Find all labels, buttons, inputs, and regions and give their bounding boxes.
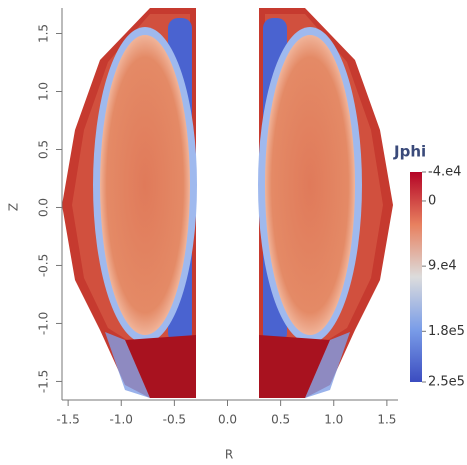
y-tick-label: 1.5 xyxy=(37,24,51,43)
y-tick-label: -1.0 xyxy=(37,312,51,335)
x-tick-label: -1.0 xyxy=(110,413,133,427)
field-map xyxy=(62,8,393,398)
colorbar-tick-label: 0 xyxy=(428,193,436,208)
x-tick-label: -1.5 xyxy=(56,413,79,427)
x-tick-label: -0.5 xyxy=(163,413,186,427)
y-axis-label: Z xyxy=(7,203,21,211)
colorbar-tick-label: -4.e4 xyxy=(428,165,461,180)
x-axis-label: R xyxy=(225,448,233,462)
colorbar-title: Jphi xyxy=(393,143,426,161)
colorbar-tick-label: 2.5e5 xyxy=(428,375,465,390)
x-tick-label: 0.5 xyxy=(271,413,290,427)
y-tick-label: -1.5 xyxy=(37,370,51,393)
colorbar xyxy=(410,172,422,382)
x-tick-label: 1.0 xyxy=(324,413,343,427)
y-tick-label: 0.0 xyxy=(37,198,51,217)
y-tick-label: 1.0 xyxy=(37,82,51,101)
right-section xyxy=(258,8,393,398)
x-tick-label: 0.0 xyxy=(218,413,237,427)
y-tick-label: -0.5 xyxy=(37,254,51,277)
y-tick-label: 0.5 xyxy=(37,140,51,159)
colorbar-tick-label: 1.8e5 xyxy=(428,324,465,339)
colorbar-tick-label: 9.e4 xyxy=(428,259,457,274)
left-section xyxy=(62,8,197,398)
x-tick-label: 1.5 xyxy=(377,413,396,427)
